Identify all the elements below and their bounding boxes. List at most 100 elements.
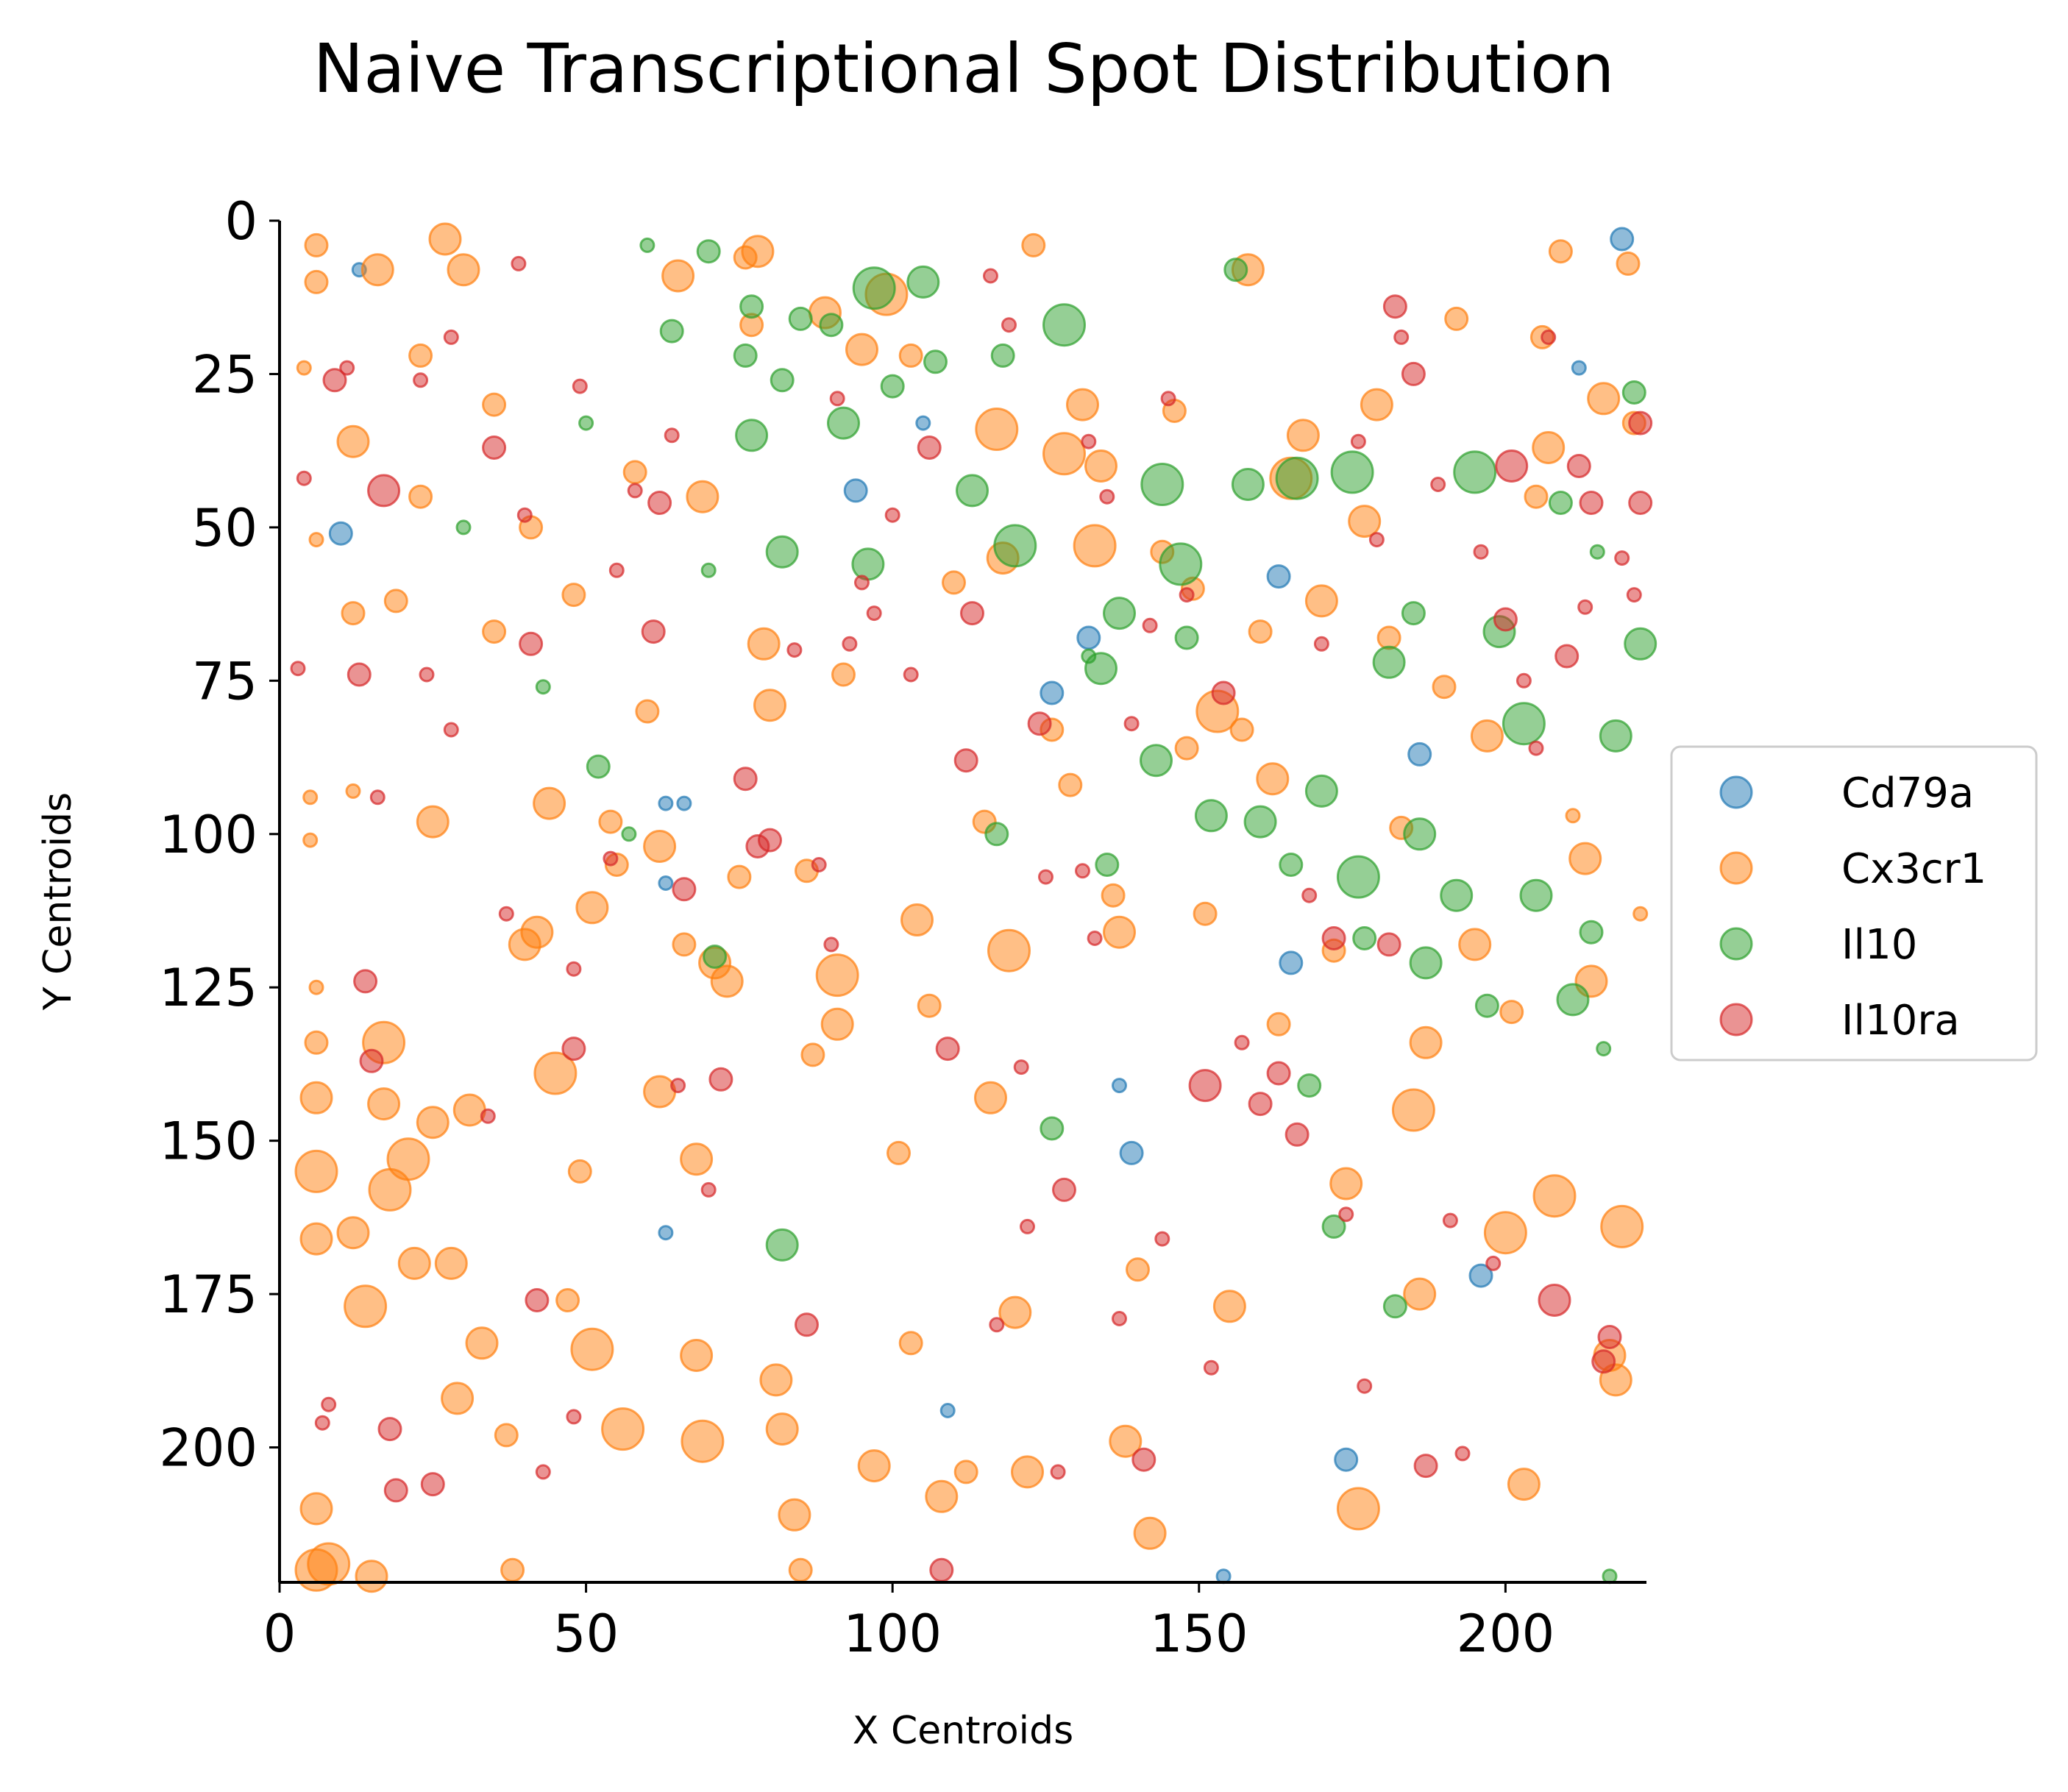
point-il10-43 [1275,456,1319,500]
x-axis-label: X Centroids [853,1709,1073,1753]
point-cd79a-0 [328,521,353,546]
point-il10-47 [1330,450,1374,494]
point-cx3cr1-14 [336,424,370,458]
point-cx3cr1-8 [299,1081,333,1114]
point-cx3cr1-98 [998,1295,1032,1329]
point-cx3cr1-100 [1021,232,1046,257]
point-il10-37 [1174,625,1199,650]
point-il10ra-44 [795,1312,819,1337]
point-il10-11 [735,419,769,452]
point-il10-24 [956,474,989,508]
point-il10ra-10 [367,474,401,508]
x-ticks: 0 50 100 150 200 [263,1582,1554,1664]
point-cx3cr1-77 [800,1042,825,1067]
point-il10-15 [765,1228,799,1262]
point-cx3cr1-56 [643,1075,677,1109]
point-cx3cr1-33 [441,1382,475,1415]
point-cx3cr1-54 [622,460,647,485]
point-cx3cr1-87 [898,1331,923,1356]
point-il10ra-51 [884,507,900,523]
point-cx3cr1-19 [355,1560,388,1593]
point-il10ra-23 [519,631,544,656]
point-il10-26 [990,343,1015,368]
point-il10-44 [1297,1073,1322,1098]
point-il10ra-29 [572,378,588,394]
point-cx3cr1-146 [1532,431,1566,464]
point-il10ra-99 [1454,1446,1471,1462]
point-cx3cr1-30 [416,1106,450,1139]
point-il10ra-89 [1350,433,1366,449]
point-cx3cr1-57 [643,830,677,863]
point-il10ra-47 [829,391,845,407]
point-cx3cr1-32 [434,1246,468,1280]
point-il10ra-39 [708,1067,733,1092]
point-il10ra-93 [1382,294,1407,319]
point-il10ra-67 [1075,863,1090,879]
point-cx3cr1-16 [345,783,361,799]
point-il10ra-102 [1493,607,1518,632]
point-cx3cr1-90 [925,1479,959,1513]
point-cx3cr1-58 [661,259,695,293]
point-cx3cr1-26 [397,1246,431,1280]
point-il10ra-96 [1413,1454,1438,1479]
y-tick-label-50: 50 [192,498,257,558]
point-cx3cr1-139 [1458,928,1492,961]
point-cx3cr1-29 [416,805,450,839]
point-il10-9 [703,945,728,969]
point-il10-63 [1579,920,1604,945]
point-il10ra-107 [1538,1284,1571,1317]
point-il10ra-97 [1430,477,1446,492]
legend-marker-il10ra [1719,1003,1753,1037]
point-il10-50 [1372,645,1406,679]
series-il10 [455,237,1657,1585]
point-il10ra-100 [1473,544,1489,560]
point-cx3cr1-99 [1011,1455,1044,1489]
point-cx3cr1-148 [1548,239,1573,264]
point-cx3cr1-39 [494,1423,519,1448]
point-cx3cr1-129 [1336,1487,1380,1531]
point-il10-20 [852,266,896,310]
point-il10-23 [923,349,948,374]
point-cx3cr1-126 [1304,584,1338,618]
point-cx3cr1-10 [299,1222,333,1256]
point-il10ra-22 [516,507,533,523]
point-il10-67 [1624,627,1657,661]
point-il10ra-17 [443,722,459,738]
point-il10-46 [1321,1214,1346,1239]
point-il10ra-32 [627,483,643,499]
point-il10-12 [739,294,764,319]
point-cx3cr1-24 [383,589,408,614]
point-il10-36 [1159,542,1203,586]
point-cx3cr1-114 [1174,736,1199,761]
point-il10-10 [733,343,758,368]
point-il10-4 [621,826,637,842]
point-cd79a-8 [939,1403,956,1418]
point-il10ra-34 [647,491,672,515]
point-cx3cr1-123 [1266,1011,1291,1037]
point-cd79a-12 [1119,1140,1144,1165]
point-il10ra-30 [603,850,619,867]
point-cx3cr1-136 [1409,1025,1443,1059]
point-il10ra-4 [322,368,347,393]
point-il10-65 [1599,719,1632,753]
point-il10ra-64 [1038,869,1053,885]
point-il10ra-66 [1052,1177,1076,1202]
legend-label-cx3cr1: Cx3cr1 [1841,845,1986,893]
point-il10-54 [1409,946,1443,980]
point-cx3cr1-103 [1058,772,1083,797]
chart-title: Naive Transcriptional Spot Distribution [313,29,1614,108]
point-il10-45 [1304,774,1338,808]
point-cx3cr1-69 [741,235,775,269]
point-cx3cr1-75 [788,1557,813,1582]
point-il10ra-74 [1142,617,1158,633]
point-cx3cr1-82 [845,333,878,366]
point-cx3cr1-9 [294,1149,338,1193]
point-il10-34 [1140,744,1173,778]
legend-marker-il10 [1719,927,1753,961]
point-il10ra-27 [566,1409,582,1425]
point-il10ra-86 [1313,636,1329,652]
point-il10ra-92 [1376,932,1401,957]
y-tick-label-0: 0 [224,191,257,252]
point-il10ra-112 [1591,1349,1616,1374]
